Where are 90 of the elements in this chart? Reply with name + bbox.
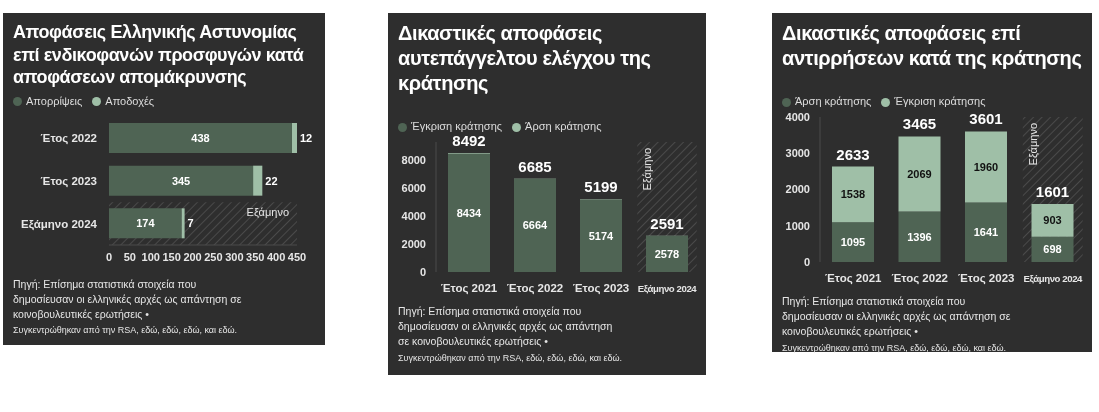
y-tick-label: 1000 bbox=[785, 219, 810, 232]
band-label: Εξάμηνο bbox=[641, 148, 654, 191]
x-tick-label: 200 bbox=[183, 250, 202, 263]
y-tick-label: 4000 bbox=[785, 110, 810, 123]
total-label: 6685 bbox=[518, 157, 552, 175]
legend-label: Άρση κράτησης bbox=[525, 120, 602, 132]
bar bbox=[291, 122, 297, 153]
x-tick-label: Έτος 2023 bbox=[572, 282, 630, 295]
bar bbox=[965, 202, 1007, 262]
data-label: 438 bbox=[191, 131, 210, 144]
bar bbox=[448, 154, 490, 272]
bar bbox=[109, 165, 254, 196]
legend-label: Αποδοχές bbox=[105, 94, 155, 107]
bar bbox=[109, 207, 182, 238]
data-label: 7 bbox=[187, 216, 194, 229]
data-label: 8434 bbox=[456, 207, 483, 220]
legend-label: Άρση κράτησης bbox=[795, 95, 872, 107]
x-tick-label: 250 bbox=[204, 250, 223, 263]
text: Συγκεντρώθηκαν από την RSA, εδώ, εδώ, εδώ, και εδώ. bbox=[13, 324, 239, 338]
text: Συγκεντρώθηκαν από την RSA, εδώ, εδώ, εδώ, και εδώ. bbox=[782, 341, 1008, 355]
data-label: 1396 bbox=[907, 230, 932, 243]
bar bbox=[832, 222, 874, 262]
total-label: 1601 bbox=[1035, 182, 1070, 200]
legend-label: Απορρίψεις bbox=[26, 94, 83, 107]
x-tick-label: Έτος 2021 bbox=[825, 272, 883, 285]
y-tick-label: 3000 bbox=[785, 147, 810, 160]
band-label: Εξάμηνο bbox=[1026, 123, 1039, 166]
x-tick-label: 350 bbox=[246, 250, 265, 263]
x-tick-label: Έτος 2022 bbox=[506, 282, 564, 295]
bar bbox=[646, 235, 688, 272]
x-tick-label: 0 bbox=[105, 250, 113, 263]
y-tick-label: Έτος 2022 bbox=[40, 131, 97, 145]
bar bbox=[832, 166, 874, 223]
bar bbox=[109, 122, 292, 153]
y-tick-label: 6000 bbox=[401, 182, 426, 195]
x-tick-label: Εξάμηνο 2024 bbox=[1023, 272, 1084, 284]
data-label: 1960 bbox=[973, 160, 999, 173]
data-label: 12 bbox=[300, 131, 313, 144]
data-label: 2578 bbox=[654, 247, 680, 260]
total-label: 8492 bbox=[452, 132, 486, 150]
chart-title: Αποφάσεις Ελληνικής Αστυνομίας επί ενδικοφανών προσφυγών κατά αποφάσεων απομάκρυνσης bbox=[13, 21, 305, 89]
bar bbox=[965, 131, 1007, 203]
chart-title: Δικαστικές αποφάσεις επί αντιρρήσεων κατά της κράτησης bbox=[782, 21, 1083, 71]
bar bbox=[1031, 203, 1074, 237]
band-label: Εξάμηνο bbox=[246, 205, 289, 218]
data-label: 2069 bbox=[907, 167, 932, 180]
bar bbox=[580, 199, 622, 272]
data-label: 1538 bbox=[840, 188, 866, 201]
data-label: 1641 bbox=[973, 226, 999, 239]
x-tick-label: Έτος 2022 bbox=[891, 272, 948, 285]
total-label: 3465 bbox=[902, 115, 937, 133]
text: Πηγή: Επίσημα στατιστικά στοιχεία που δημοσίευσαν οι ελληνικές αρχές ως απάντηση σε κοινοβουλευτικές ερωτήσεις • bbox=[782, 294, 1012, 340]
data-label: 5174 bbox=[588, 229, 615, 242]
data-label: 6664 bbox=[522, 219, 549, 232]
y-tick-label: Έτος 2023 bbox=[40, 174, 97, 188]
data-label: 345 bbox=[171, 174, 191, 187]
bar bbox=[181, 207, 185, 238]
bar bbox=[253, 165, 263, 196]
bar bbox=[898, 211, 941, 262]
x-tick-label: 50 bbox=[123, 250, 137, 263]
bar bbox=[514, 178, 556, 272]
y-tick-label: 4000 bbox=[401, 209, 426, 222]
data-label: 698 bbox=[1043, 243, 1062, 256]
total-label: 3601 bbox=[969, 110, 1003, 128]
x-tick-label: Έτος 2023 bbox=[958, 272, 1015, 285]
x-tick-label: 100 bbox=[141, 250, 160, 263]
text: Πηγή: Επίσημα στατιστικά στοιχεία που δημοσίευσαν οι ελληνικές αρχές ως απάντηση σε κοινοβουλευτικές ερωτήσεις • bbox=[398, 304, 614, 350]
text: Πηγή: Επίσημα στατιστικά στοιχεία που δημοσίευσαν οι ελληνικές αρχές ως απάντηση σε κοινοβουλευτικές ερωτήσεις • bbox=[13, 276, 243, 322]
bar bbox=[898, 136, 941, 212]
total-label: 2633 bbox=[836, 145, 870, 163]
legend-label: Έγκριση κράτησης bbox=[411, 120, 503, 132]
chart-title: Δικαστικές αποφάσεις αυτεπάγγελτου ελέγχου της κράτησης bbox=[398, 21, 652, 96]
y-tick-label: 8000 bbox=[401, 154, 426, 167]
total-label: 2591 bbox=[650, 214, 684, 232]
x-tick-label: Έτος 2021 bbox=[440, 282, 498, 295]
x-tick-label: 150 bbox=[162, 250, 181, 263]
x-tick-label: 300 bbox=[225, 250, 244, 263]
x-tick-label: Εξάμηνο 2024 bbox=[637, 282, 698, 294]
y-tick-label: 2000 bbox=[785, 183, 810, 196]
data-label: 903 bbox=[1043, 214, 1062, 227]
y-tick-label: 2000 bbox=[401, 237, 426, 250]
x-tick-label: 400 bbox=[266, 250, 286, 263]
data-label: 22 bbox=[265, 174, 278, 187]
legend-label: Έγκριση κράτησης bbox=[894, 95, 986, 107]
data-label: 174 bbox=[136, 216, 156, 229]
text: Συγκεντρώθηκαν από την RSA, εδώ, εδώ, εδώ, και εδώ. bbox=[398, 351, 624, 365]
total-label: 5199 bbox=[584, 178, 618, 196]
y-tick-label: Εξάμηνο 2024 bbox=[21, 217, 98, 231]
x-tick-label: 450 bbox=[287, 250, 307, 263]
data-label: 1095 bbox=[840, 236, 866, 249]
